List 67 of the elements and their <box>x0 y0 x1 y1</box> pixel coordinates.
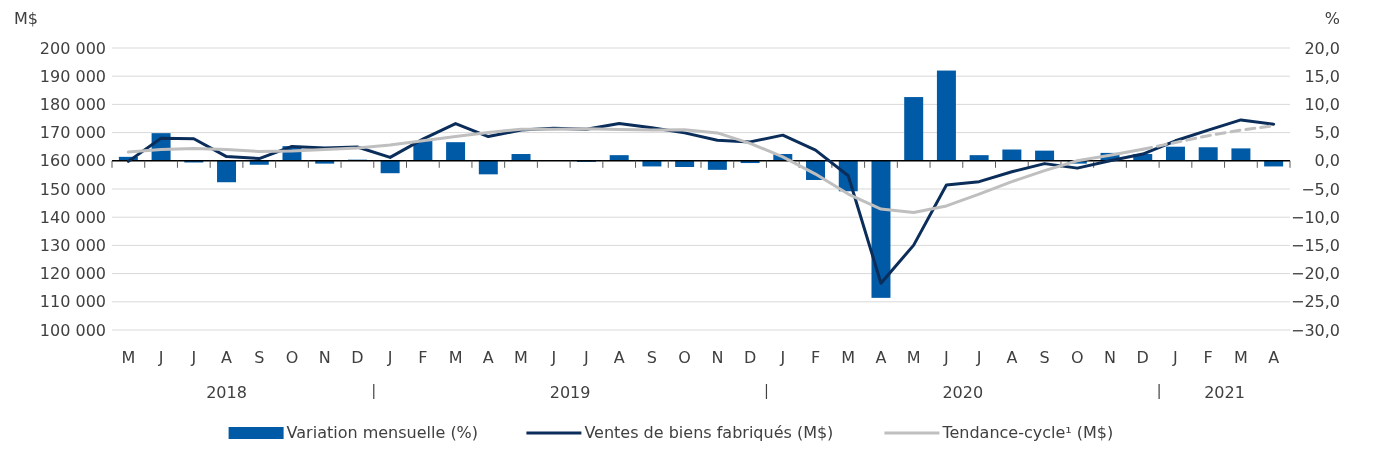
y2-tick-label: −10,0 <box>1290 207 1340 227</box>
x-tick-label: J <box>779 348 786 367</box>
x-tick-label: S <box>254 348 265 367</box>
x-tick-label: O <box>285 348 299 367</box>
text: 2019 <box>549 383 591 402</box>
y-tick-label: 110 000 <box>39 292 106 312</box>
y-tick-label: 130 000 <box>39 236 106 255</box>
text: 2018 <box>206 383 247 402</box>
x-tick-label: A <box>1006 348 1018 367</box>
y2-tick-label: 15,0 <box>1304 66 1340 86</box>
x-tick-label: N <box>711 348 724 367</box>
legend-label: Tendance-cycle¹ (M$) <box>941 423 1114 442</box>
x-tick-label: A <box>482 348 494 367</box>
x-tick-label: F <box>1203 348 1213 367</box>
y-tick-label: 100 000 <box>39 320 106 340</box>
x-tick-label: O <box>1071 348 1084 367</box>
y-tick-label: 160 000 <box>39 151 106 171</box>
x-tick-label: M <box>841 348 856 367</box>
y-tick-label: 120 000 <box>39 264 106 284</box>
x-tick-label: M <box>906 348 921 367</box>
y2-tick-label: −20,0 <box>1290 264 1340 284</box>
y2-axis-title: % <box>1324 9 1340 28</box>
x-tick-label: J <box>190 348 197 367</box>
y-tick-label: 150 000 <box>39 179 106 199</box>
x-tick-label: M <box>448 348 463 367</box>
x-tick-label: A <box>613 348 625 367</box>
legend-label: Ventes de biens fabriqués (M$) <box>584 423 834 442</box>
text: 2020 <box>942 383 984 402</box>
x-tick-label: J <box>550 348 557 367</box>
x-tick-label: M <box>514 348 528 367</box>
x-tick-label: D <box>351 348 364 367</box>
x-tick-label: S <box>1039 348 1050 367</box>
x-tick-label: N <box>318 348 331 367</box>
y-tick-label: 180 000 <box>39 95 106 114</box>
y-axis-title: M$ <box>14 9 38 28</box>
x-tick-label: J <box>1172 348 1178 367</box>
y2-tick-label: −15,0 <box>1290 236 1340 255</box>
y-tick-label: 170 000 <box>39 123 106 143</box>
x-tick-label: A <box>875 348 887 367</box>
x-tick-label: M <box>1234 348 1248 367</box>
x-tick-label: M <box>121 348 136 367</box>
x-tick-label: J <box>975 348 982 367</box>
x-tick-label: D <box>1136 348 1149 367</box>
x-tick-label: A <box>221 348 233 367</box>
x-tick-label: O <box>678 348 691 367</box>
y-tick-label: 140 000 <box>39 207 106 227</box>
x-tick-label: N <box>1104 348 1117 367</box>
y-tick-label: 200 000 <box>39 38 106 58</box>
y2-tick-label: 20,0 <box>1304 38 1340 58</box>
y2-tick-label: −25,0 <box>1290 292 1340 312</box>
x-tick-label: J <box>157 348 164 367</box>
y2-tick-label: 5,0 <box>1314 123 1340 143</box>
y2-tick-label: 0,0 <box>1314 151 1340 171</box>
y2-tick-label: 10,0 <box>1304 95 1340 114</box>
legend-label: Variation mensuelle (%) <box>286 423 479 442</box>
x-tick-label: A <box>1268 348 1280 367</box>
x-tick-label: F <box>810 348 821 367</box>
x-tick-label: J <box>583 348 589 367</box>
y-tick-label: 190 000 <box>39 66 106 86</box>
x-tick-label: S <box>646 348 657 367</box>
x-tick-label: J <box>386 348 393 367</box>
text: 2021 <box>1204 383 1245 402</box>
x-tick-label: D <box>743 348 757 367</box>
y2-tick-label: −5,0 <box>1301 179 1340 199</box>
x-tick-label: F <box>418 348 428 367</box>
x-tick-label: J <box>943 348 949 367</box>
y2-tick-label: −30,0 <box>1290 320 1340 340</box>
